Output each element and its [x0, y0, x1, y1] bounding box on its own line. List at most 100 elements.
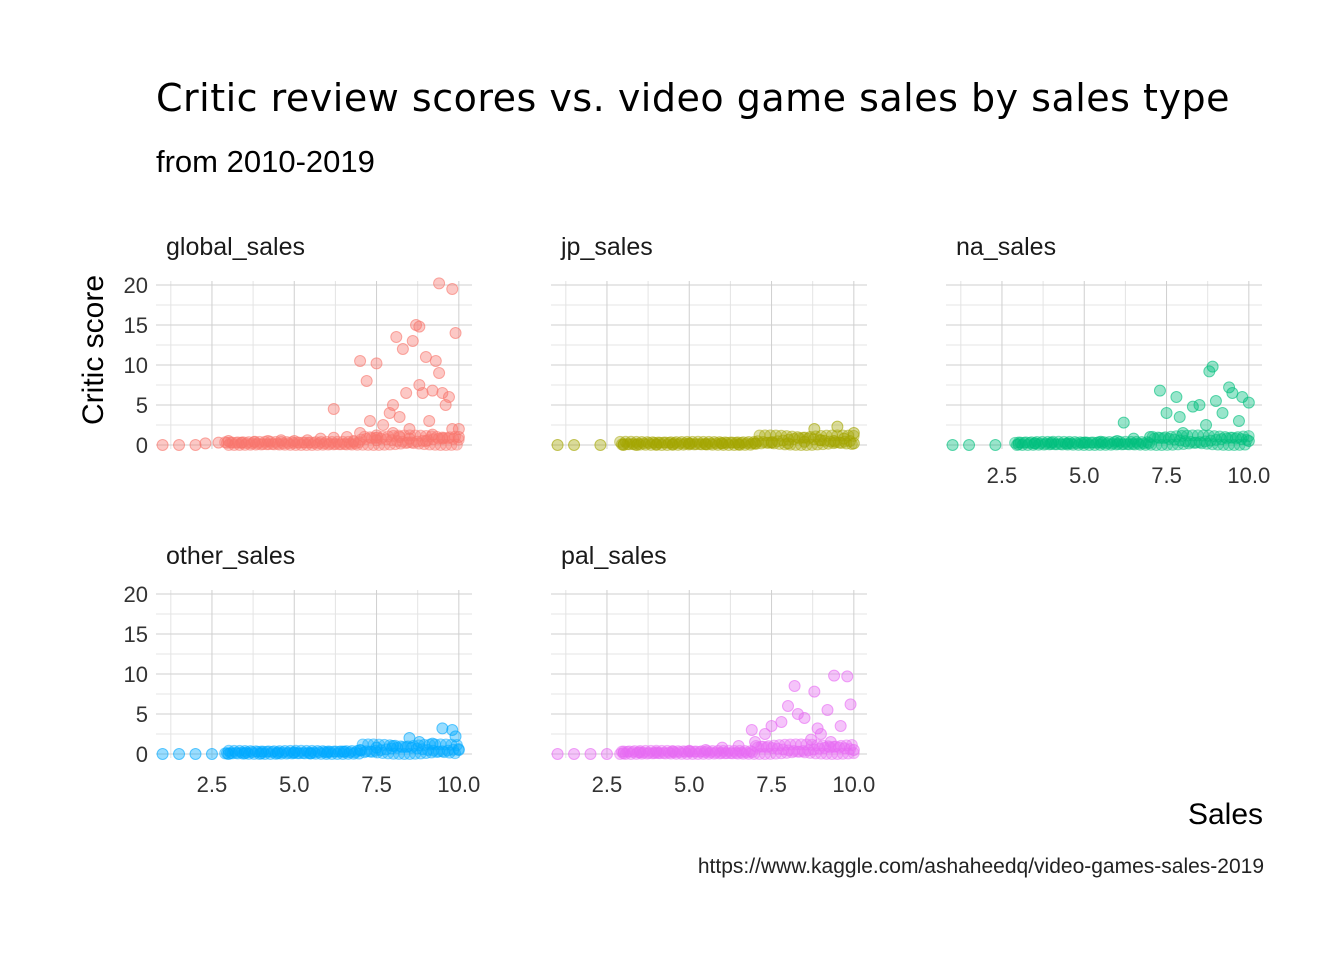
- data-point: [758, 728, 771, 740]
- data-point: [795, 738, 808, 751]
- data-point: [1036, 435, 1049, 448]
- data-point: [173, 439, 186, 451]
- data-point: [1111, 435, 1124, 447]
- data-point: [652, 436, 665, 449]
- data-point: [724, 747, 737, 760]
- data-point: [813, 742, 826, 755]
- data-point: [1160, 407, 1173, 419]
- facet-panel-global_sales: global_sales 0 5 10 15 20: [124, 233, 472, 458]
- data-point: [765, 436, 778, 449]
- data-point: [396, 343, 409, 355]
- data-point: [732, 438, 745, 451]
- data-point: [449, 430, 462, 443]
- data-point: [760, 436, 773, 449]
- data-point: [313, 437, 326, 450]
- data-point: [1085, 436, 1098, 449]
- data-point: [664, 436, 677, 449]
- x-tick-label: 5.0: [279, 772, 310, 797]
- facet-panels: global_sales 0 5 10 15 20 jp_sales na_sales 2.5 5…: [124, 233, 1271, 797]
- data-point: [449, 730, 462, 743]
- data-point: [1012, 438, 1025, 451]
- data-point: [773, 739, 786, 752]
- data-point: [1226, 431, 1239, 444]
- data-point: [824, 736, 837, 748]
- data-point: [370, 429, 383, 442]
- data-point: [766, 742, 779, 755]
- data-point: [446, 423, 459, 435]
- data-point: [1186, 429, 1199, 442]
- x-tick-label: 5.0: [1069, 463, 1100, 488]
- data-point: [833, 741, 846, 754]
- data-point: [784, 738, 797, 751]
- data-point: [780, 746, 793, 759]
- data-point: [615, 745, 628, 758]
- facet-label: pal_sales: [561, 542, 667, 570]
- x-tick-label: 2.5: [592, 772, 623, 797]
- facet-panel-other_sales: other_sales 0 5 10 15 20 2.5 5.0 7.5 10.0: [124, 542, 481, 797]
- data-point: [1045, 436, 1058, 449]
- data-point: [659, 436, 672, 449]
- data-point: [425, 746, 438, 759]
- data-point: [1097, 436, 1110, 449]
- data-point: [1153, 384, 1166, 397]
- data-point: [710, 437, 723, 450]
- data-point: [257, 745, 270, 758]
- data-point: [1163, 432, 1176, 445]
- data-point: [268, 438, 281, 451]
- data-point: [238, 747, 251, 760]
- data-point: [735, 746, 748, 759]
- data-point: [1213, 430, 1226, 443]
- data-point: [744, 438, 757, 451]
- data-point: [306, 438, 319, 451]
- data-point: [617, 747, 630, 760]
- data-point: [411, 435, 424, 448]
- data-point: [778, 738, 791, 751]
- data-point: [753, 747, 766, 760]
- data-point: [786, 746, 799, 759]
- data-point: [768, 739, 781, 752]
- data-point: [400, 387, 413, 399]
- data-point: [262, 745, 275, 758]
- data-point: [749, 739, 762, 752]
- x-tick-label: 7.5: [1151, 463, 1182, 488]
- data-point: [309, 747, 322, 760]
- data-point: [1094, 435, 1107, 448]
- x-tick-label: 5.0: [674, 772, 705, 797]
- data-point: [963, 439, 976, 451]
- data-point: [568, 748, 581, 760]
- x-axis-title: Sales: [1188, 798, 1263, 831]
- data-point: [1235, 433, 1248, 446]
- data-point: [1019, 436, 1032, 449]
- data-point: [728, 744, 741, 757]
- data-point: [814, 434, 827, 447]
- data-point: [421, 743, 434, 756]
- data-point: [450, 438, 463, 451]
- data-point: [222, 744, 235, 757]
- data-point: [426, 384, 439, 397]
- x-tick-label: 2.5: [987, 463, 1018, 488]
- data-point: [782, 744, 795, 757]
- data-point: [222, 435, 235, 447]
- data-point: [1164, 430, 1177, 443]
- data-point: [751, 741, 764, 754]
- data-point: [1168, 433, 1181, 446]
- data-point: [742, 747, 755, 760]
- data-point: [383, 438, 396, 451]
- data-point: [798, 435, 811, 448]
- data-point: [822, 437, 835, 450]
- data-point: [755, 740, 768, 753]
- data-point: [796, 744, 809, 757]
- data-point: [304, 747, 317, 760]
- data-point: [818, 434, 831, 447]
- data-point: [1150, 438, 1163, 451]
- data-point: [1222, 438, 1235, 451]
- data-point: [396, 741, 409, 754]
- data-point: [442, 391, 455, 403]
- data-point: [301, 434, 314, 447]
- data-point: [630, 439, 643, 451]
- data-point: [406, 335, 419, 347]
- data-point: [403, 747, 416, 760]
- data-point: [1063, 435, 1076, 448]
- data-point: [634, 438, 647, 451]
- data-point: [729, 746, 742, 759]
